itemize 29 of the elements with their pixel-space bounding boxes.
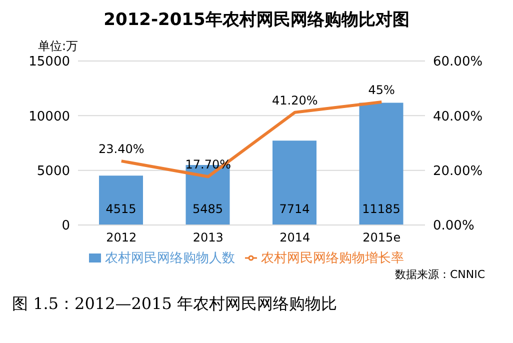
- x-tick-label: 2015e: [362, 230, 401, 245]
- y2-tick-label: 60.00%: [433, 54, 483, 70]
- x-tick-label: 2013: [192, 230, 224, 245]
- legend-label: 农村网民网络购物人数: [105, 251, 235, 266]
- data-label: 5485: [192, 202, 224, 216]
- data-label: 7714: [279, 202, 310, 216]
- bar: [99, 176, 143, 225]
- bar: [272, 140, 316, 225]
- y-axis-title: 单位:万: [38, 38, 78, 55]
- data-label: 11185: [362, 202, 400, 216]
- data-label: 41.20%: [272, 93, 318, 108]
- bar: [359, 102, 404, 225]
- y-tick-label: 15000: [28, 54, 70, 70]
- y2-tick-label: 40.00%: [433, 109, 483, 124]
- data-label: 23.40%: [98, 142, 144, 156]
- x-tick-label: 2012: [106, 230, 137, 245]
- data-label: 4515: [106, 202, 136, 216]
- data-label: 17.70%: [185, 158, 232, 172]
- data-label: 45%: [368, 83, 395, 97]
- legend-label: 农村网民网络购物增长率: [261, 251, 404, 266]
- y-tick-label: 10000: [28, 109, 70, 124]
- y-tick-label: 0: [62, 218, 70, 234]
- source-note: 数据来源：CNNIC: [394, 267, 485, 282]
- y2-tick-label: 0.00%: [433, 218, 474, 234]
- x-tick-label: 2014: [280, 230, 310, 245]
- y2-tick-label: 20.00%: [433, 164, 483, 179]
- caption: 图 1.5：2012—2015 年农村网民网络购物比: [12, 294, 338, 315]
- chart-title: 2012-2015年农村网民网络购物比对图: [102, 9, 410, 31]
- y-tick-label: 5000: [36, 164, 70, 179]
